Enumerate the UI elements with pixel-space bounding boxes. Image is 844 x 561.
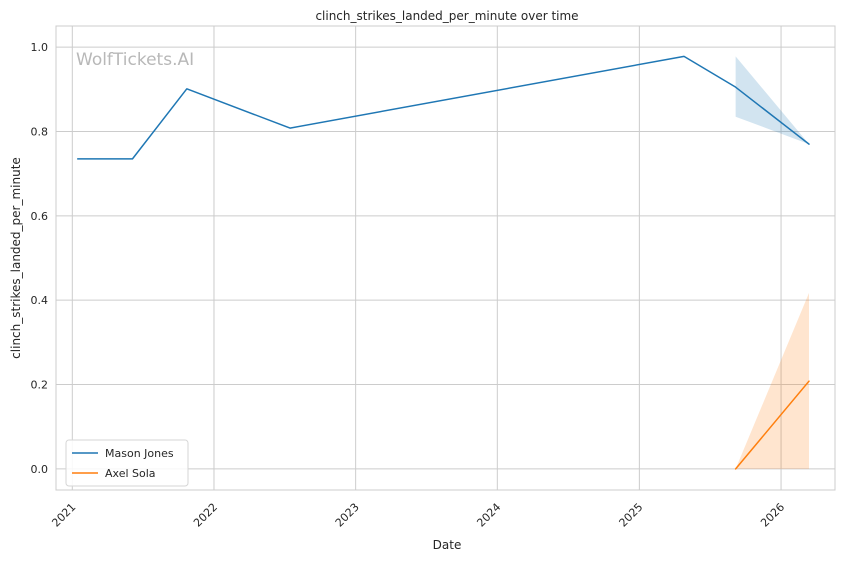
watermark-text: WolfTickets.AI <box>76 50 194 70</box>
legend-box <box>65 439 189 487</box>
series-band-1 <box>735 293 809 469</box>
y-tick-label: 0.4 <box>31 294 49 307</box>
y-tick-label: 0.8 <box>31 125 49 138</box>
legend-label: Axel Sola <box>105 467 156 480</box>
y-tick-label: 0.6 <box>31 210 49 223</box>
y-tick-label: 1.0 <box>31 41 49 54</box>
confidence-bands <box>735 56 809 469</box>
series-lines <box>76 55 810 470</box>
y-axis-ticks: 0.0 0.2 0.4 0.6 0.8 1.0 <box>31 41 49 476</box>
series-band-0 <box>735 56 809 145</box>
gridlines <box>56 26 835 490</box>
series-line-0 <box>76 55 810 160</box>
y-axis-title: clinch_strikes_landed_per_minute <box>9 157 23 359</box>
series-line-1 <box>734 380 810 470</box>
y-tick-label: 0.0 <box>31 463 49 476</box>
y-tick-label: 0.2 <box>31 379 49 392</box>
legend: Mason Jones Axel Sola <box>65 439 189 487</box>
x-axis-title: Date <box>433 538 462 552</box>
legend-label: Mason Jones <box>105 447 174 460</box>
plot-area <box>55 25 836 491</box>
chart-title: clinch_strikes_landed_per_minute over ti… <box>315 9 578 23</box>
